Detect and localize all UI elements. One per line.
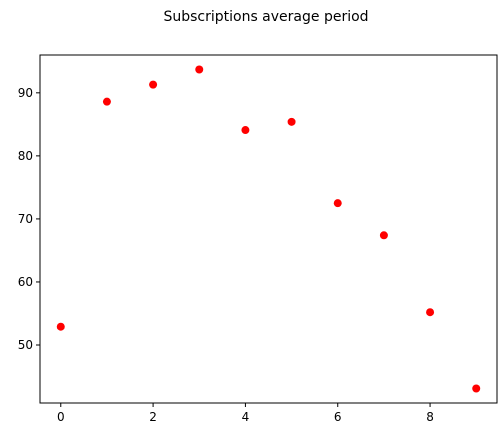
data-point bbox=[426, 308, 435, 317]
data-point bbox=[472, 384, 481, 393]
plot-area bbox=[39, 54, 498, 404]
x-tick-label: 4 bbox=[242, 410, 250, 424]
x-tick-label: 6 bbox=[334, 410, 342, 424]
y-tick-label: 70 bbox=[18, 212, 33, 226]
y-tick-label: 50 bbox=[18, 338, 33, 352]
data-point bbox=[241, 126, 250, 135]
data-point bbox=[379, 231, 388, 240]
data-point bbox=[149, 80, 158, 89]
data-point bbox=[333, 199, 342, 208]
x-axis: 0 2 4 6 8 bbox=[57, 403, 434, 424]
y-tick-label: 80 bbox=[18, 149, 33, 163]
y-tick-label: 60 bbox=[18, 275, 33, 289]
x-tick-label: 2 bbox=[149, 410, 157, 424]
y-tick-label: 90 bbox=[18, 86, 33, 100]
data-point bbox=[56, 322, 65, 331]
chart-title: Subscriptions average period bbox=[163, 9, 368, 25]
data-point bbox=[195, 65, 204, 74]
data-points bbox=[56, 65, 481, 393]
x-tick-label: 8 bbox=[426, 410, 434, 424]
data-point bbox=[287, 117, 296, 126]
data-point bbox=[102, 97, 111, 106]
y-axis: 50 60 70 80 90 bbox=[18, 86, 40, 352]
x-tick-label: 0 bbox=[57, 410, 65, 424]
